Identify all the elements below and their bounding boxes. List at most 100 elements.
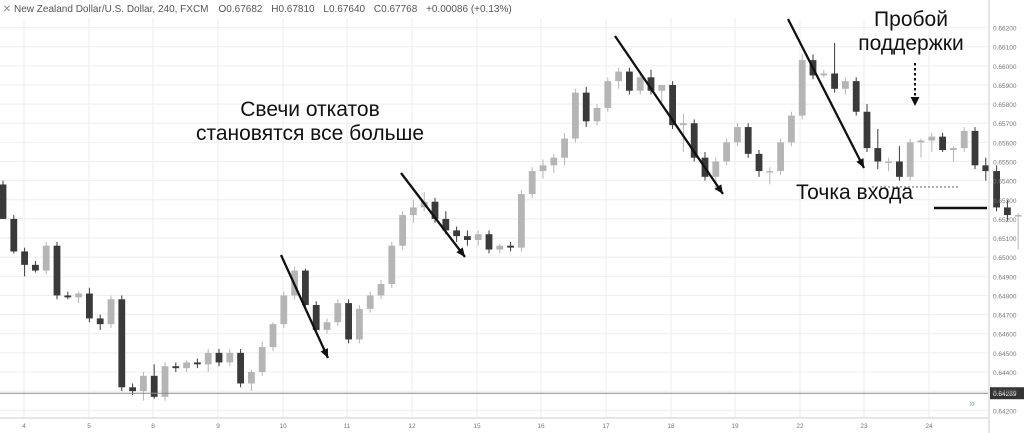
candle <box>766 167 774 185</box>
candle-body <box>269 324 277 348</box>
ohlc-values: O0.67682 H0.67810 L0.67640 C0.67768 +0.0… <box>219 4 518 15</box>
low-value: L0.67640 <box>323 3 366 15</box>
candle-body <box>172 366 180 369</box>
candle <box>777 138 784 175</box>
candle <box>453 226 460 242</box>
candle-body <box>161 366 169 397</box>
candle <box>42 241 50 275</box>
price-axis[interactable]: 0.66200 0.66100 0.66000 0.65900 0.65800 0.657… <box>988 0 1017 433</box>
candle <box>474 230 482 246</box>
candle <box>615 67 622 89</box>
candle-body <box>431 201 439 219</box>
candle <box>896 146 903 181</box>
arrow-head <box>456 247 465 257</box>
breakout-arrow <box>786 18 866 169</box>
candle-body <box>377 283 385 296</box>
candle <box>86 287 93 323</box>
candle-body <box>140 375 147 392</box>
candle-body <box>21 251 28 265</box>
candle <box>744 123 752 158</box>
candle-body <box>982 165 990 172</box>
change-value: +0.00086 (+0.13%) <box>426 3 512 15</box>
candle-body <box>593 107 601 122</box>
candle <box>680 113 687 152</box>
candle <box>172 362 180 372</box>
candle-body <box>971 130 979 166</box>
candle-body <box>96 318 104 325</box>
price-tick-label: 0.65400 <box>993 179 1017 186</box>
candle-body <box>896 161 903 177</box>
candle <box>561 132 568 166</box>
price-tick-label: 0.65100 <box>993 236 1017 243</box>
price-tick-label: 0.66000 <box>993 64 1017 71</box>
candle <box>258 341 266 376</box>
price-tick-label: 0.64200 <box>993 408 1017 415</box>
candle <box>140 371 147 401</box>
candle <box>334 299 342 327</box>
close-icon[interactable]: ✕ <box>2 3 12 15</box>
candle-body <box>53 245 61 296</box>
candle-body <box>788 115 795 143</box>
candle <box>53 241 61 300</box>
scroll-to-latest-icon[interactable]: » <box>968 398 976 410</box>
time-tick-label: 18 <box>667 423 675 430</box>
candle <box>971 127 979 170</box>
pullback-label-line2: становятся все больше <box>195 122 425 145</box>
current-price-label: 0.64289 <box>993 391 1017 398</box>
candle-body <box>410 207 417 216</box>
candle-body <box>194 362 201 365</box>
candle-body <box>950 148 957 151</box>
price-tick-label: 0.65300 <box>993 198 1017 205</box>
time-tick-label: 10 <box>279 423 287 430</box>
arrow-head <box>320 348 328 358</box>
candle-body <box>258 347 266 372</box>
candle-body <box>528 171 536 195</box>
candle-body <box>636 77 644 91</box>
candle <box>107 295 115 328</box>
candle <box>842 77 849 95</box>
entry-annotation: Точка входа <box>796 181 913 205</box>
candle <box>323 318 331 334</box>
candle <box>582 86 590 128</box>
time-tick-label: 24 <box>925 423 933 430</box>
time-tick-label: 22 <box>796 423 804 430</box>
arrow-head <box>856 158 864 168</box>
candle-body <box>680 123 687 126</box>
candle-body <box>237 352 244 384</box>
price-tick-label: 0.64900 <box>993 274 1017 281</box>
price-tick-label: 0.65600 <box>993 140 1017 147</box>
candle-body <box>0 184 7 219</box>
candle <box>345 299 352 344</box>
candle-body <box>248 371 255 384</box>
candle-body <box>658 84 666 91</box>
pullback-arrow-2 <box>400 172 466 258</box>
candle <box>204 349 212 372</box>
candle-body <box>107 299 115 325</box>
price-tick-label: 0.65500 <box>993 160 1017 167</box>
arrow-shaft <box>786 18 866 169</box>
time-axis[interactable]: 4 5 8 9 10 11 12 15 16 17 18 19 22 23 24 <box>0 417 988 430</box>
candle <box>183 360 190 372</box>
candle <box>399 211 406 250</box>
candle <box>377 280 385 300</box>
candle <box>539 159 547 179</box>
candle <box>1014 213 1022 250</box>
time-tick-label: 23 <box>860 423 868 430</box>
time-tick-label: 16 <box>537 423 545 430</box>
breakout-pointer-arrow <box>910 63 920 106</box>
price-tick-label: 0.64500 <box>993 351 1017 358</box>
price-tick-label: 0.65000 <box>993 255 1017 262</box>
candle-body <box>842 81 849 89</box>
candle-body <box>442 218 450 231</box>
candle-body <box>496 245 504 250</box>
candle <box>96 314 104 330</box>
time-tick-label: 8 <box>151 423 155 430</box>
candle-body <box>582 92 590 122</box>
candle-body <box>323 322 331 330</box>
candle-body <box>615 71 622 82</box>
candle-body <box>485 234 493 250</box>
time-tick-label: 15 <box>473 423 481 430</box>
candle-body <box>64 295 72 298</box>
candle-body <box>464 236 471 240</box>
